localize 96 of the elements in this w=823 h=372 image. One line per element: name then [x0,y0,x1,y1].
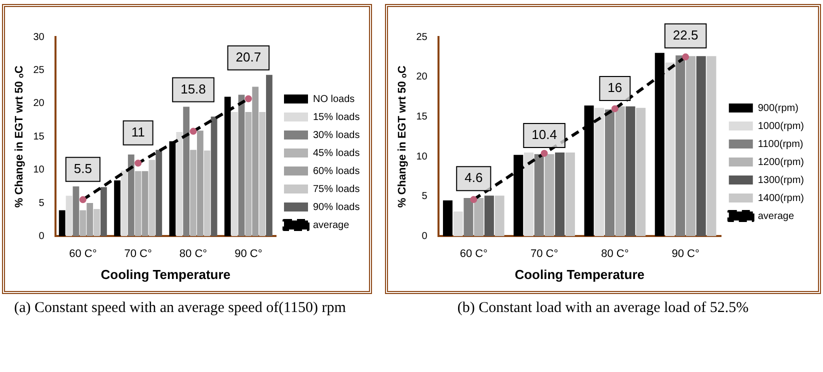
x-tick-label: 80 C° [179,248,208,260]
x-axis-title: Cooling Temperature [514,266,644,282]
bar [156,150,162,236]
bar [134,171,142,236]
bar [706,56,716,236]
bar [245,112,252,236]
x-tick-label: 90 C° [672,248,700,260]
bar [72,186,80,236]
legend-label: 45% loads [313,148,360,159]
legend-label: average [313,220,350,231]
y-tick-label: 0 [38,230,45,242]
y-axis-title: % Change in EGT wrt 50 ₒC [396,66,409,208]
x-axis-title: Cooling Temperature [100,266,231,282]
y-axis-title: % Change in EGT wrt 50 ₒC [14,66,26,208]
y-tick-label: 25 [416,32,428,43]
x-tick-label: 60 C° [460,248,488,260]
legend-label: 1200(rpm) [758,156,804,168]
bar [128,154,134,236]
bar [58,210,66,236]
y-tick-label: 10 [33,164,45,176]
legend-label: average [758,210,794,222]
legend-label: 1000(rpm) [758,120,804,132]
x-tick-label: 80 C° [601,248,629,260]
x-tick-label: 70 C° [124,248,152,260]
text: (b) Constant load with an average load of 52.5% [456,300,750,317]
bar [148,160,156,236]
legend-label: 1400(rpm) [758,192,804,204]
y-tick-label: 20 [33,98,45,110]
data-label: 15.8 [180,81,206,96]
bar [626,106,636,236]
bar [204,150,210,236]
bar [474,198,484,236]
x-tick-label: 60 C° [69,248,97,260]
bar [231,112,238,236]
data-label: 4.6 [464,170,483,186]
y-tick-label: 5 [422,191,428,202]
data-label: 5.5 [74,160,92,176]
legend-label: 30% loads [313,130,360,141]
data-label: 11 [131,124,145,140]
bar [183,106,190,236]
y-tick-label: 10 [416,151,428,162]
bar [594,108,604,236]
y-tick-label: 20 [416,72,428,83]
bar [176,132,183,236]
y-tick-label: 15 [33,131,45,142]
bar [266,74,272,236]
data-label: 22.5 [672,28,698,43]
bar [259,112,266,236]
bar [534,154,544,236]
bar [544,154,554,236]
bar [696,56,706,236]
bar [210,116,218,236]
text: (a) Constant speed with an average speed of(1150) rpm [13,300,347,317]
legend-label: NO loads [313,94,355,105]
bar [484,196,494,236]
bar [555,152,565,236]
bar [252,86,259,236]
y-tick-label: 30 [33,32,45,43]
y-tick-label: 5 [38,198,45,209]
bar [80,210,86,236]
bar [121,170,128,236]
legend-label: 1300(rpm) [758,174,804,186]
x-tick-label: 70 C° [530,248,558,260]
bar [464,198,474,236]
legend-label: 75% loads [313,184,360,195]
data-label: 16 [608,80,622,96]
bar [686,56,696,236]
y-tick-label: 0 [422,230,428,242]
bar [100,187,107,236]
bar [190,150,196,236]
bar [442,200,453,236]
legend-label: 60% loads [313,166,360,177]
bar [453,212,463,236]
legend-label: 90% loads [313,202,360,213]
bar [665,62,675,236]
bar [238,94,245,236]
bar [604,110,614,236]
legend-label: 15% loads [313,112,360,123]
bar [494,196,504,236]
y-tick-label: 25 [33,64,45,76]
bar [196,130,204,236]
legend-label: 1100(rpm) [758,138,804,150]
bar [615,106,625,236]
bar [94,208,100,236]
bar [565,152,575,236]
x-tick-label: 90 C° [234,248,262,260]
bar [142,171,148,236]
bar [524,152,534,236]
bar [66,196,72,236]
legend-label: 900(rpm) [758,102,798,114]
bar [676,55,686,236]
data-label: 20.7 [236,49,262,64]
data-label: 10.4 [532,127,557,142]
bar [636,108,646,236]
bar [86,203,94,236]
y-tick-label: 15 [416,111,428,122]
